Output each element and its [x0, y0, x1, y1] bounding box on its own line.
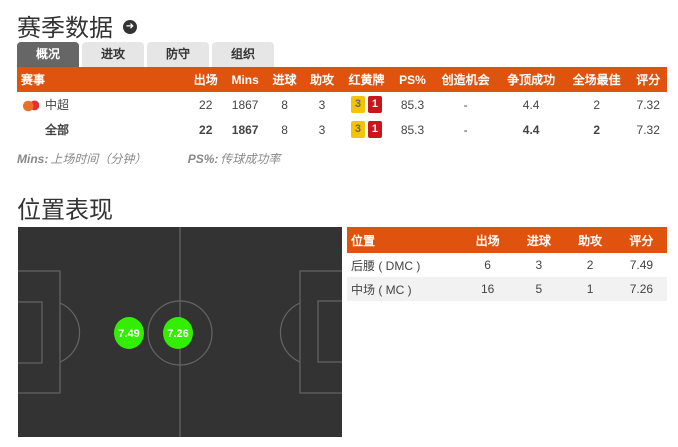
position-title: 位置表现 [17, 197, 113, 224]
tab-passing[interactable]: 组织 [212, 42, 274, 67]
aerials: 4.4 [522, 97, 540, 112]
position-name: 中场 ( MC ) [347, 277, 462, 301]
tab-attack[interactable]: 进攻 [82, 42, 144, 67]
yellow-card-count: 3 [350, 121, 365, 138]
apps: 6 [484, 258, 491, 272]
col-header[interactable]: 出场 [187, 67, 225, 92]
apps: 22 [199, 97, 213, 112]
col-header[interactable]: PS% [392, 67, 433, 92]
position-marker-dmc[interactable]: 7.49 [114, 317, 144, 349]
tab-overview[interactable]: 概况 [17, 42, 79, 67]
col-header[interactable]: 进球 [265, 67, 304, 92]
mins: 1867 [231, 97, 259, 112]
chances: - [463, 122, 468, 137]
col-header: 位置 [347, 227, 462, 253]
pitch-lines: 7.49 7.26 [16, 227, 344, 437]
pitch-map: 7.49 7.26 [16, 227, 344, 437]
marker-rating: 7.26 [167, 328, 188, 340]
mins: 1867 [231, 122, 259, 137]
col-header[interactable]: 全场最佳 [563, 67, 630, 92]
motm: 2 [593, 122, 601, 137]
section-title: 赛季数据 [17, 15, 113, 42]
col-header: 出场 [462, 227, 514, 253]
col-header[interactable]: 争顶成功 [498, 67, 564, 92]
competition-name[interactable]: 中超 [45, 98, 70, 112]
col-header: 助攻 [564, 227, 616, 253]
col-header[interactable]: 评分 [629, 67, 667, 92]
yellow-card-count: 3 [350, 96, 365, 113]
col-header[interactable]: 赛事 [17, 67, 187, 92]
tab-defense[interactable]: 防守 [147, 42, 209, 67]
legend-notes: Mins: 上场时间（分钟） PS%: 传球成功率 [17, 150, 280, 167]
marker-rating: 7.49 [118, 328, 139, 340]
note-key: Mins: [17, 152, 49, 166]
position-marker-mc[interactable]: 7.26 [163, 317, 193, 349]
red-card-count: 1 [367, 121, 382, 138]
col-header[interactable]: 助攻 [303, 67, 341, 92]
note-text: 上场时间（分钟） [50, 152, 147, 166]
col-header[interactable]: 红黄牌 [340, 67, 393, 92]
goals: 3 [535, 258, 543, 272]
table-header: 赛事 出场 Mins 进球 助攻 红黄牌 PS% 创造机会 争顶成功 全场最佳 … [17, 67, 667, 92]
stats-tabs: 概况 进攻 防守 组织 [17, 42, 274, 67]
competition-name: 全部 [45, 123, 70, 137]
rating: 7.26 [615, 277, 667, 301]
motm: 2 [593, 97, 601, 112]
season-stats-title: 赛季数据 ➜ [17, 8, 137, 43]
assists: 1 [564, 277, 616, 301]
position-table: 位置 出场 进球 助攻 评分 后腰 ( DMC ) 6 3 2 7.49 中场 … [347, 227, 667, 301]
note-key: PS%: [187, 152, 219, 166]
table-row: 中场 ( MC ) 16 5 1 7.26 [347, 277, 667, 301]
arrow-right-circle-icon[interactable]: ➜ [123, 20, 137, 34]
apps: 22 [199, 122, 213, 137]
goals: 8 [281, 122, 288, 137]
rating: 7.32 [636, 97, 660, 112]
position-name: 后腰 ( DMC ) [351, 258, 421, 273]
goals: 5 [513, 277, 565, 301]
csl-logo-icon [21, 99, 39, 112]
pass-success: 85.3 [400, 97, 425, 112]
pass-success: 85.3 [400, 122, 425, 137]
rating: 7.49 [629, 258, 654, 272]
aerials: 4.4 [522, 122, 540, 137]
col-header: 评分 [615, 227, 667, 253]
assists: 2 [586, 258, 594, 272]
col-header[interactable]: Mins [224, 67, 266, 92]
table-row: 后腰 ( DMC ) 6 3 2 7.49 [347, 253, 667, 277]
assists: 3 [318, 122, 326, 137]
rating: 7.32 [636, 122, 660, 137]
assists: 3 [318, 97, 326, 112]
col-header: 进球 [513, 227, 565, 253]
red-card-count: 1 [367, 96, 382, 113]
season-stats-table: 赛事 出场 Mins 进球 助攻 红黄牌 PS% 创造机会 争顶成功 全场最佳 … [17, 67, 667, 142]
col-header[interactable]: 创造机会 [432, 67, 499, 92]
note-text: 传球成功率 [220, 152, 281, 166]
goals: 8 [281, 97, 288, 112]
apps: 16 [462, 277, 514, 301]
chances: - [463, 97, 468, 112]
table-header: 位置 出场 进球 助攻 评分 [347, 227, 667, 253]
